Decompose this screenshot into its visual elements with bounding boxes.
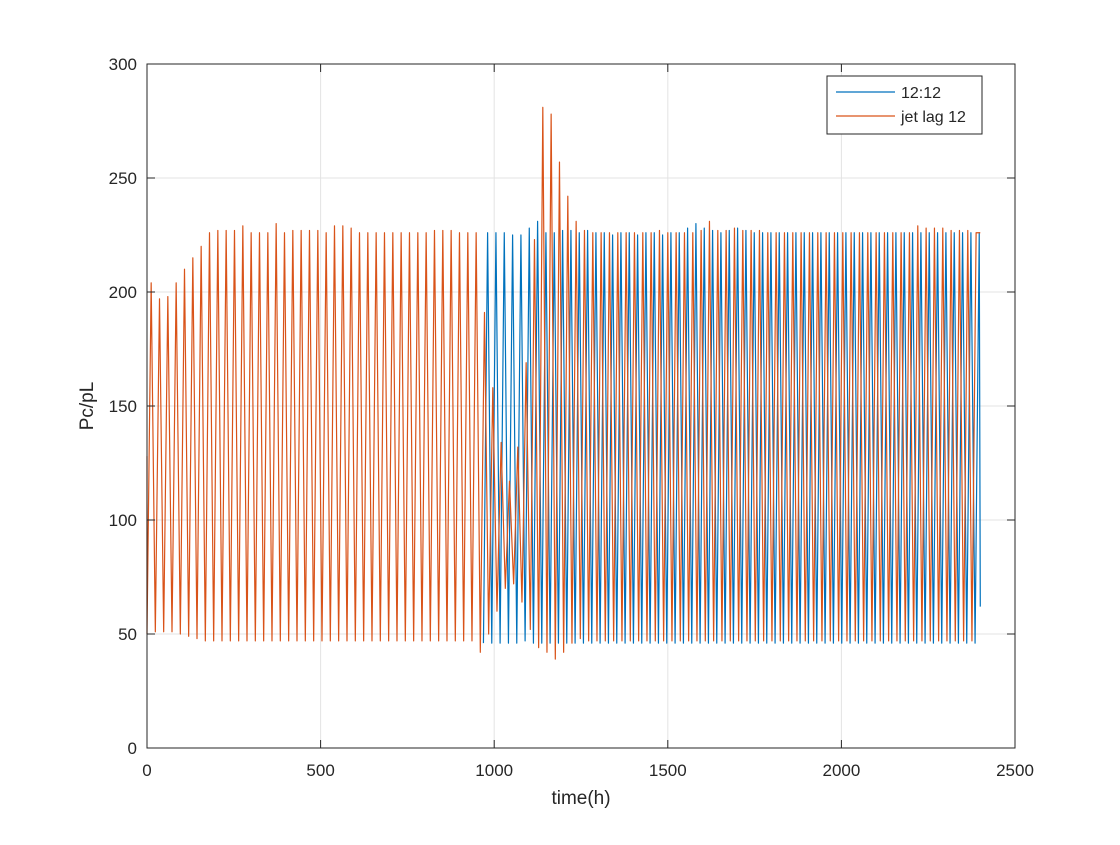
x-tick-label: 1000 [475, 761, 513, 780]
x-tick-label: 2500 [996, 761, 1034, 780]
series-line-1 [482, 220, 981, 644]
legend-box [826, 75, 983, 135]
ticks: 0 500 1000 1500 2000 2500 0 50 100 150 200 250 300 [109, 55, 1034, 780]
y-tick-label: 100 [109, 511, 137, 530]
x-tick-label: 500 [306, 761, 334, 780]
legend-label: 12:12 [901, 85, 941, 102]
y-tick-label: 50 [118, 625, 137, 644]
x-tick-label: 0 [142, 761, 151, 780]
y-tick-label: 250 [109, 169, 137, 188]
legend: 12:12 jet lag 12 [826, 75, 983, 135]
x-tick-label: 1500 [649, 761, 687, 780]
y-tick-label: 0 [128, 739, 137, 758]
y-axis-label: Pc/pL [77, 382, 98, 431]
series-line-2 [146, 106, 981, 660]
x-axis-label: time(h) [551, 788, 610, 809]
series-layer [146, 106, 981, 660]
x-tick-label: 2000 [822, 761, 860, 780]
y-tick-label: 200 [109, 283, 137, 302]
legend-label: jet lag 12 [900, 109, 966, 126]
y-tick-label: 300 [109, 55, 137, 74]
y-tick-label: 150 [109, 397, 137, 416]
